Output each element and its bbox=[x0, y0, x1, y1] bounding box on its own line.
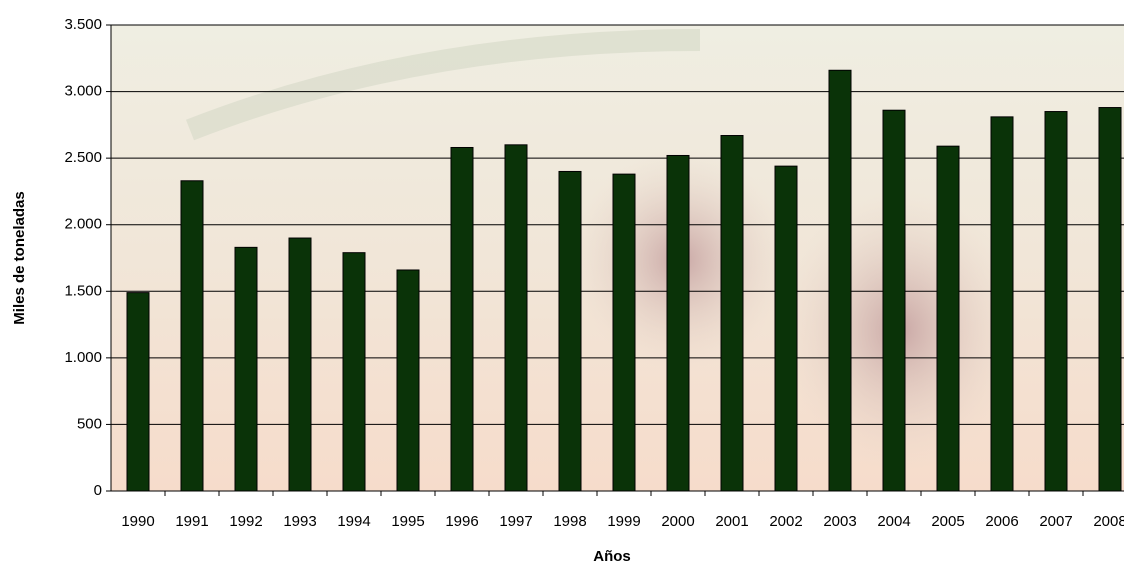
x-tick-label: 1998 bbox=[553, 513, 586, 530]
x-tick-label: 2005 bbox=[931, 513, 964, 530]
x-tick-label: 2008 bbox=[1093, 513, 1124, 530]
bar bbox=[342, 252, 366, 492]
bar bbox=[1098, 107, 1122, 492]
x-axis-title: Años bbox=[593, 548, 631, 565]
bar bbox=[396, 269, 420, 492]
background-decoration bbox=[185, 29, 701, 141]
x-tick-label: 2007 bbox=[1039, 513, 1072, 530]
x-tick-label: 1993 bbox=[283, 513, 316, 530]
bar bbox=[828, 69, 852, 492]
x-tick-label: 2000 bbox=[661, 513, 694, 530]
x-tick-label: 1990 bbox=[121, 513, 154, 530]
x-tick-label: 1997 bbox=[499, 513, 532, 530]
y-tick-label: 2.000 bbox=[64, 216, 102, 233]
y-tick-label: 3.500 bbox=[64, 16, 102, 33]
bar bbox=[666, 154, 690, 492]
x-tick-label: 2003 bbox=[823, 513, 856, 530]
bar bbox=[990, 116, 1014, 492]
x-tick-label: 2002 bbox=[769, 513, 802, 530]
x-tick-label: 2006 bbox=[985, 513, 1018, 530]
bar bbox=[504, 144, 528, 492]
bar bbox=[774, 165, 798, 492]
y-tick-label: 0 bbox=[94, 482, 102, 499]
x-tick-label: 1994 bbox=[337, 513, 370, 530]
x-tick-label: 1992 bbox=[229, 513, 262, 530]
x-tick-label: 2004 bbox=[877, 513, 910, 530]
x-tick-label: 1996 bbox=[445, 513, 478, 530]
bar bbox=[180, 180, 204, 492]
bar bbox=[936, 145, 960, 492]
y-axis-title: Miles de toneladas bbox=[11, 191, 28, 324]
bar bbox=[450, 146, 474, 492]
y-tick-label: 2.500 bbox=[64, 149, 102, 166]
bar bbox=[558, 170, 582, 492]
bar bbox=[234, 246, 258, 492]
bar bbox=[720, 135, 744, 492]
y-tick-label: 1.500 bbox=[64, 282, 102, 299]
y-tick-label: 3.000 bbox=[64, 83, 102, 100]
x-tick-label: 1995 bbox=[391, 513, 424, 530]
bar bbox=[126, 292, 150, 492]
x-tick-label: 2001 bbox=[715, 513, 748, 530]
y-tick-label: 500 bbox=[77, 415, 102, 432]
bar bbox=[612, 173, 636, 492]
bar bbox=[882, 109, 906, 492]
y-tick-label: 1.000 bbox=[64, 349, 102, 366]
x-tick-label: 1999 bbox=[607, 513, 640, 530]
bar bbox=[288, 237, 312, 492]
x-tick-label: 1991 bbox=[175, 513, 208, 530]
bar bbox=[1044, 111, 1068, 492]
